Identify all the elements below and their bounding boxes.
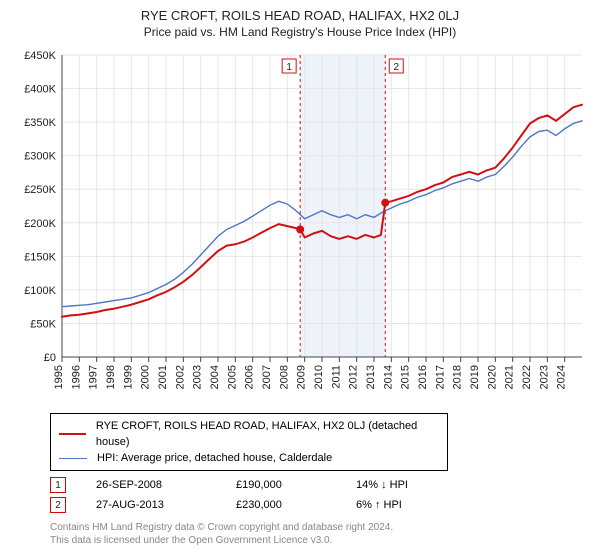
sale-date: 27-AUG-2013 — [96, 499, 206, 511]
svg-text:2013: 2013 — [365, 365, 377, 389]
svg-text:1: 1 — [286, 62, 292, 73]
svg-text:2021: 2021 — [504, 365, 516, 389]
svg-text:2016: 2016 — [417, 365, 429, 389]
credit-text: Contains HM Land Registry data © Crown c… — [50, 521, 588, 547]
legend-box: RYE CROFT, ROILS HEAD ROAD, HALIFAX, HX2… — [50, 413, 448, 471]
sale-date: 26-SEP-2008 — [96, 479, 206, 491]
svg-text:2001: 2001 — [157, 365, 169, 389]
chart-plot: £0 £50K £100K £150K £200K £250K £300K £350K £400… — [12, 47, 588, 407]
chart-container: RYE CROFT, ROILS HEAD ROAD, HALIFAX, HX2… — [0, 0, 600, 551]
svg-text:2017: 2017 — [434, 365, 446, 389]
legend-label: HPI: Average price, detached house, Cald… — [97, 450, 332, 466]
svg-text:2005: 2005 — [226, 365, 238, 389]
sale-hpi-delta: 14% ↓ HPI — [356, 479, 408, 491]
svg-text:2024: 2024 — [556, 365, 568, 389]
legend-row: RYE CROFT, ROILS HEAD ROAD, HALIFAX, HX2… — [59, 418, 439, 450]
svg-text:2020: 2020 — [486, 365, 498, 389]
legend-swatch — [59, 433, 86, 435]
svg-text:£300K: £300K — [24, 151, 56, 163]
svg-text:2003: 2003 — [192, 365, 204, 389]
svg-text:£0: £0 — [44, 352, 56, 364]
svg-text:2014: 2014 — [382, 365, 394, 389]
svg-text:2006: 2006 — [244, 365, 256, 389]
sale-hpi-delta: 6% ↑ HPI — [356, 499, 402, 511]
sale-price: £190,000 — [236, 479, 326, 491]
svg-text:2015: 2015 — [400, 365, 412, 389]
sale-marker-box: 1 — [50, 477, 66, 493]
svg-text:2018: 2018 — [452, 365, 464, 389]
chart-subtitle: Price paid vs. HM Land Registry's House … — [12, 25, 588, 39]
svg-text:2023: 2023 — [538, 365, 550, 389]
svg-text:£450K: £450K — [24, 50, 56, 62]
svg-text:£150K: £150K — [24, 251, 56, 263]
legend-label: RYE CROFT, ROILS HEAD ROAD, HALIFAX, HX2… — [96, 418, 439, 450]
svg-text:£50K: £50K — [30, 318, 56, 330]
legend-swatch — [59, 458, 87, 459]
svg-text:1997: 1997 — [88, 365, 100, 389]
svg-text:2002: 2002 — [174, 365, 186, 389]
svg-text:2012: 2012 — [348, 365, 360, 389]
chart-title: RYE CROFT, ROILS HEAD ROAD, HALIFAX, HX2… — [12, 8, 588, 23]
credit-line-1: Contains HM Land Registry data © Crown c… — [50, 521, 588, 534]
svg-text:2022: 2022 — [521, 365, 533, 389]
svg-text:1999: 1999 — [122, 365, 134, 389]
svg-text:2004: 2004 — [209, 365, 221, 389]
svg-text:2000: 2000 — [140, 365, 152, 389]
legend-row: HPI: Average price, detached house, Cald… — [59, 450, 439, 466]
svg-text:2011: 2011 — [330, 365, 342, 389]
sale-marker-box: 2 — [50, 497, 66, 513]
sale-row: 2 27-AUG-2013 £230,000 6% ↑ HPI — [50, 495, 588, 515]
sale-price: £230,000 — [236, 499, 326, 511]
svg-text:1998: 1998 — [105, 365, 117, 389]
svg-text:£400K: £400K — [24, 84, 56, 96]
svg-text:2008: 2008 — [278, 365, 290, 389]
svg-text:2007: 2007 — [261, 365, 273, 389]
svg-text:2: 2 — [393, 62, 399, 73]
svg-text:£200K: £200K — [24, 218, 56, 230]
svg-text:2010: 2010 — [313, 365, 325, 389]
svg-text:£100K: £100K — [24, 285, 56, 297]
sales-table: 1 26-SEP-2008 £190,000 14% ↓ HPI 2 27-AUG-201… — [50, 475, 588, 515]
svg-text:1996: 1996 — [70, 365, 82, 389]
svg-text:£350K: £350K — [24, 117, 56, 129]
sale-row: 1 26-SEP-2008 £190,000 14% ↓ HPI — [50, 475, 588, 495]
svg-text:1995: 1995 — [53, 365, 65, 389]
svg-text:2019: 2019 — [469, 365, 481, 389]
svg-text:£250K: £250K — [24, 184, 56, 196]
credit-line-2: This data is licensed under the Open Gov… — [50, 534, 588, 547]
svg-text:2009: 2009 — [296, 365, 308, 389]
